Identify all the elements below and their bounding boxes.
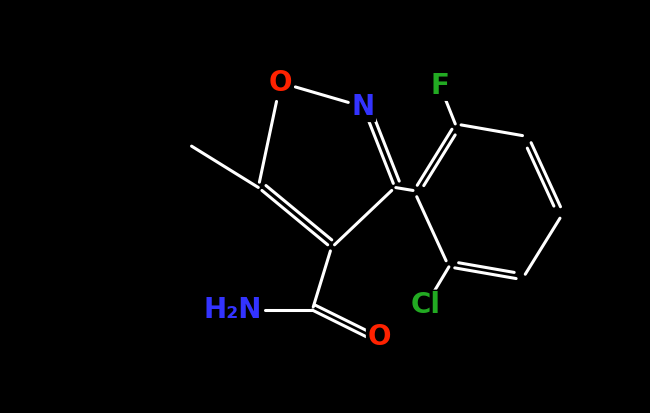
Text: N: N [352,93,374,121]
Text: Cl: Cl [411,291,441,319]
Text: H₂N: H₂N [203,296,262,324]
Text: O: O [268,69,292,97]
Text: O: O [367,323,391,351]
Text: F: F [430,71,449,100]
